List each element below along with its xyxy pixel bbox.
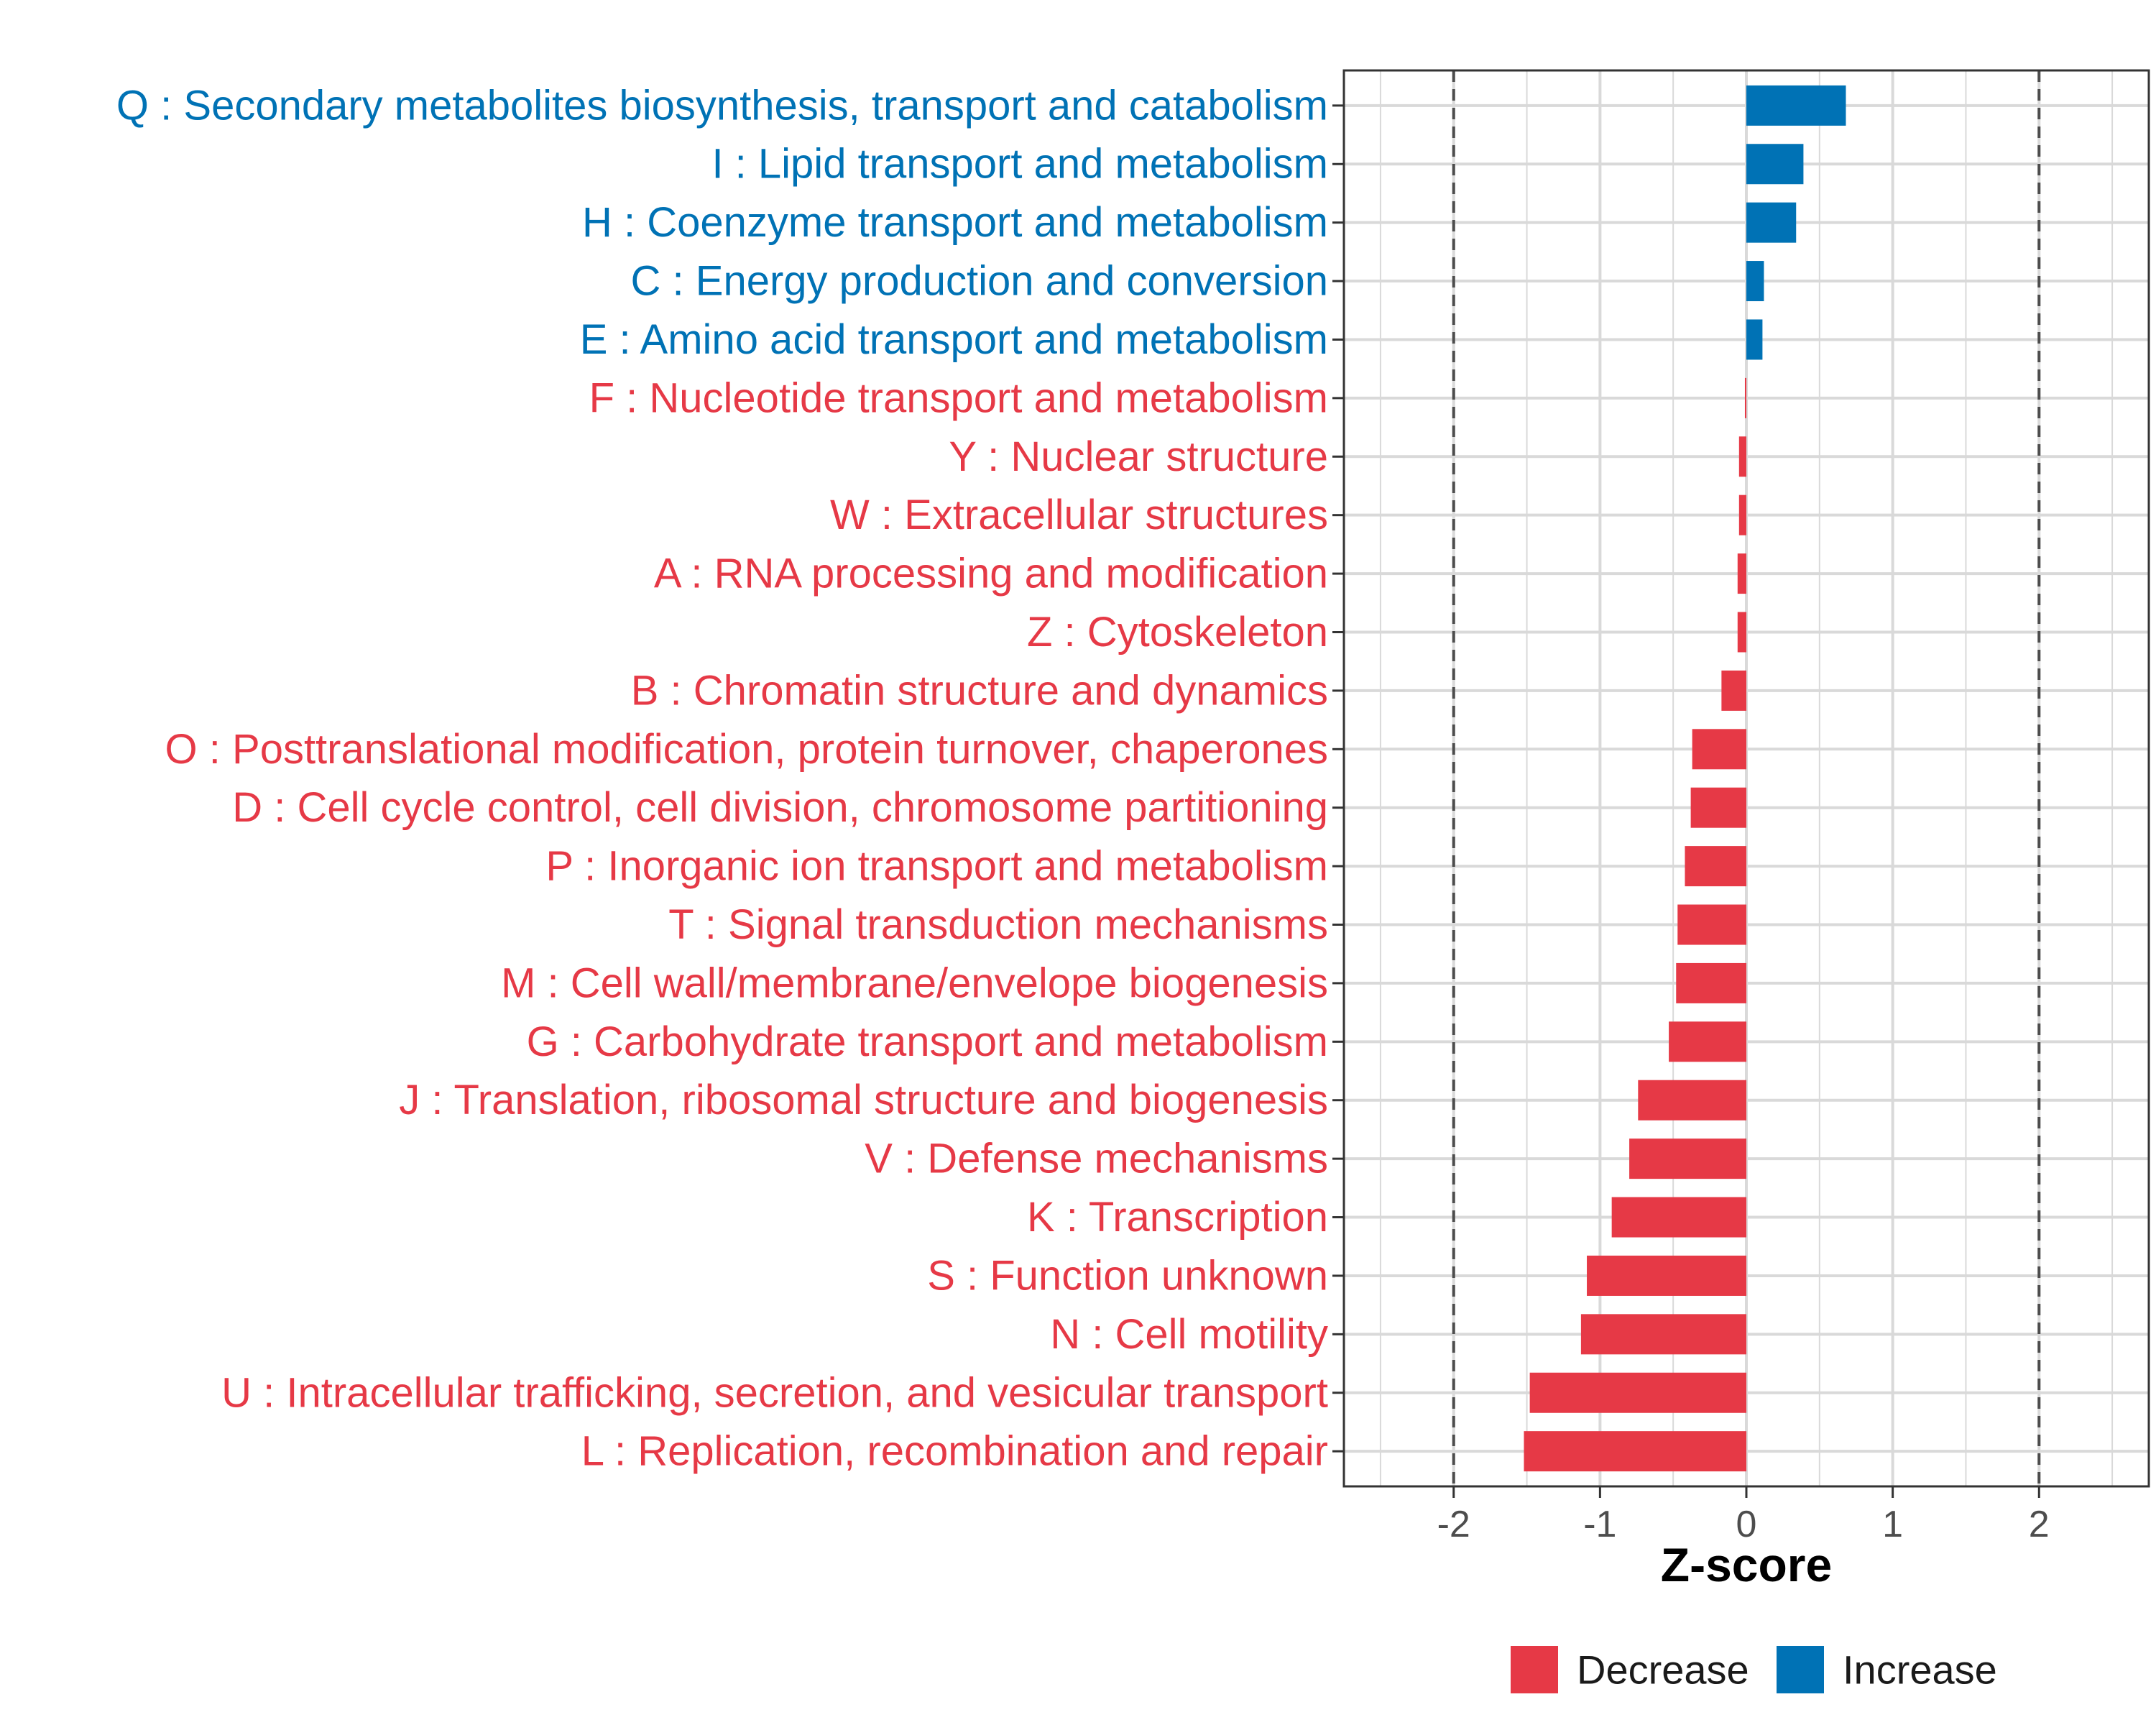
category-label: A : RNA processing and modification	[654, 551, 1328, 597]
category-label: B : Chromatin structure and dynamics	[631, 667, 1328, 714]
bar	[1692, 729, 1746, 770]
bar	[1746, 202, 1797, 243]
x-axis: -2 -1 0 1 2	[1437, 1486, 2050, 1545]
bar	[1746, 319, 1763, 360]
category-label: Z : Cytoskeleton	[1027, 609, 1328, 656]
bar	[1524, 1431, 1746, 1472]
bar	[1677, 904, 1746, 945]
bar	[1580, 1314, 1746, 1355]
x-axis-title: Z-score	[1661, 1538, 1832, 1591]
x-tick-label: 2	[2029, 1504, 2050, 1545]
category-label: O : Posttranslational modification, prot…	[165, 726, 1328, 773]
reference-lines	[1452, 70, 2041, 1486]
category-label: S : Function unknown	[927, 1252, 1328, 1299]
category-label: K : Transcription	[1027, 1194, 1328, 1241]
bar	[1738, 494, 1746, 535]
bar	[1638, 1080, 1746, 1121]
category-label: D : Cell cycle control, cell division, c…	[232, 784, 1328, 831]
bar	[1744, 377, 1746, 418]
category-label: U : Intracellular trafficking, secretion…	[221, 1369, 1328, 1416]
category-label: J : Translation, ribosomal structure and…	[399, 1077, 1328, 1123]
category-label: G : Carbohydrate transport and metabolis…	[527, 1018, 1328, 1065]
bar	[1690, 787, 1746, 828]
category-label: N : Cell motility	[1050, 1311, 1328, 1358]
legend-label-decrease: Decrease	[1577, 1647, 1749, 1693]
legend-label-increase: Increase	[1843, 1647, 1997, 1693]
bar	[1529, 1372, 1746, 1413]
x-tick-label: 0	[1736, 1504, 1757, 1545]
legend-key-increase	[1777, 1646, 1824, 1693]
category-label: F : Nucleotide transport and metabolism	[589, 374, 1328, 421]
category-label: L : Replication, recombination and repai…	[581, 1428, 1328, 1475]
bar	[1629, 1138, 1746, 1179]
x-tick-label: 1	[1882, 1504, 1903, 1545]
bar	[1676, 962, 1746, 1003]
bar	[1746, 144, 1804, 185]
category-label: P : Inorganic ion transport and metaboli…	[545, 843, 1328, 890]
bar	[1738, 436, 1746, 477]
legend-key-decrease	[1511, 1646, 1558, 1693]
category-label: V : Defense mechanisms	[865, 1136, 1328, 1182]
bar	[1611, 1197, 1746, 1238]
legend: Decrease Increase	[1511, 1646, 1997, 1693]
bar	[1737, 553, 1746, 594]
bar	[1669, 1021, 1746, 1062]
category-label: I : Lipid transport and metabolism	[711, 141, 1328, 188]
category-label: Y : Nuclear structure	[949, 433, 1328, 480]
x-tick-label: -1	[1583, 1504, 1616, 1545]
bar	[1587, 1255, 1746, 1296]
category-label: M : Cell wall/membrane/envelope biogenes…	[501, 960, 1328, 1006]
category-label: Q : Secondary metabolites biosynthesis, …	[116, 82, 1328, 129]
category-label: W : Extracellular structures	[830, 492, 1328, 538]
bar	[1746, 85, 1846, 126]
category-labels: Q : Secondary metabolites biosynthesis, …	[116, 82, 1344, 1475]
bar	[1721, 670, 1746, 711]
category-label: T : Signal transduction mechanisms	[668, 901, 1328, 948]
x-tick-label: -2	[1437, 1504, 1470, 1545]
bar	[1737, 612, 1746, 653]
bars-layer	[1524, 85, 1846, 1472]
bar	[1685, 846, 1746, 887]
bar	[1746, 261, 1764, 302]
category-label: C : Energy production and conversion	[631, 258, 1328, 305]
category-label: H : Coenzyme transport and metabolism	[582, 199, 1328, 246]
category-label: E : Amino acid transport and metabolism	[580, 316, 1328, 363]
